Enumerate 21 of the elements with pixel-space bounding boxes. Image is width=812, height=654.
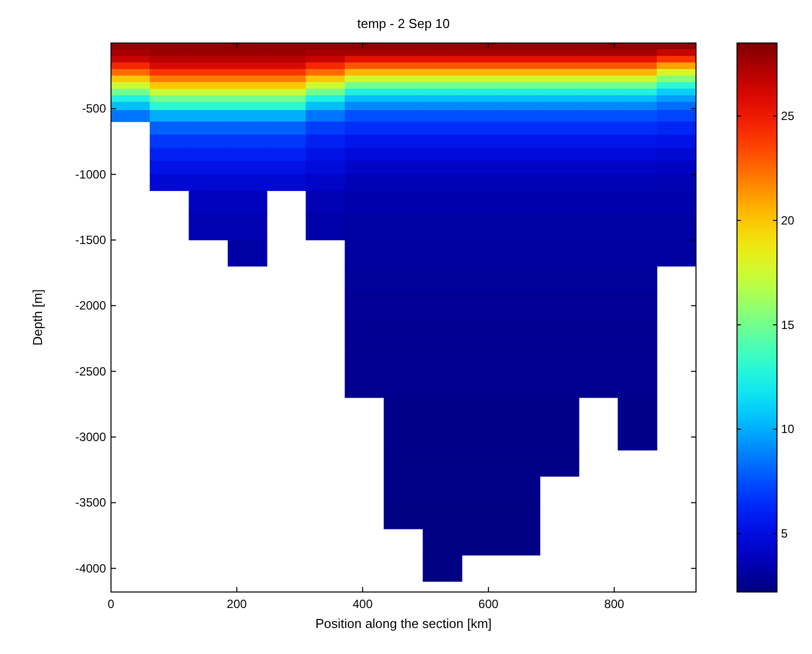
x-tick-label: 0 bbox=[108, 597, 115, 611]
y-tick-label: -3000 bbox=[75, 430, 106, 444]
y-tick-label: -1000 bbox=[75, 167, 106, 182]
y-tick-label: -3500 bbox=[75, 496, 106, 510]
y-tick-label: -2500 bbox=[75, 364, 106, 378]
color-bar-label: 10 bbox=[781, 422, 795, 436]
y-tick-label: -2000 bbox=[75, 298, 106, 313]
x-axis-title: Position along the section [km] bbox=[315, 616, 492, 631]
y-tick-label: -1500 bbox=[75, 233, 106, 248]
y-tick-label: -500 bbox=[82, 102, 106, 116]
color-bar-label: 15 bbox=[781, 318, 795, 332]
chart-title: temp - 2 Sep 10 bbox=[357, 16, 450, 31]
x-tick-label: 200 bbox=[226, 597, 248, 611]
y-axis-title: Depth [m] bbox=[30, 289, 45, 346]
color-bar-label: 25 bbox=[781, 109, 795, 124]
x-tick-label: 800 bbox=[604, 597, 625, 611]
color-bar-label: 20 bbox=[781, 213, 795, 228]
color-bar-label: 5 bbox=[781, 526, 788, 541]
y-tick-label: -4000 bbox=[75, 561, 106, 576]
x-tick-label: 400 bbox=[352, 597, 373, 611]
x-tick-label: 600 bbox=[478, 597, 499, 611]
